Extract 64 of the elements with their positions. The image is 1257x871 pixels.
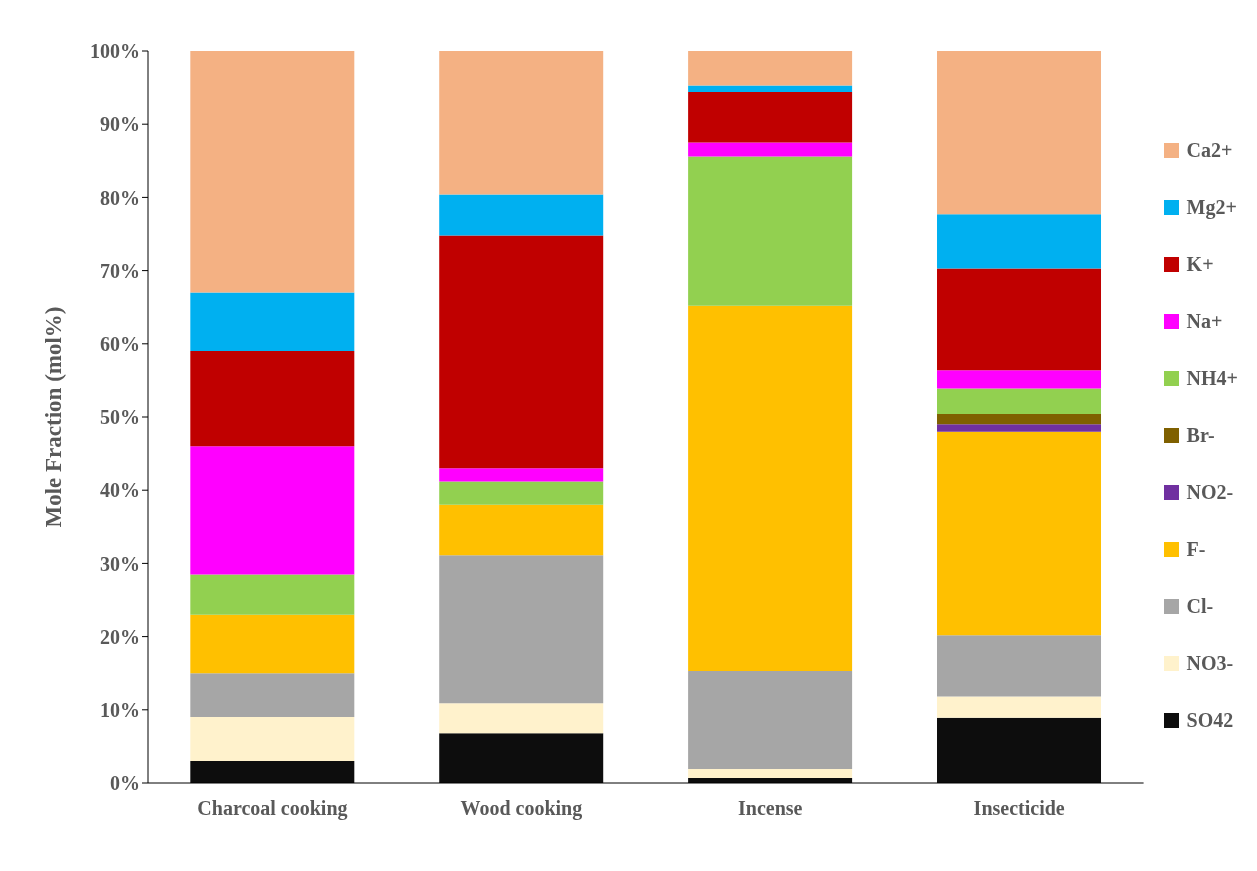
bar [688, 85, 853, 92]
legend-label: NO2- [1186, 481, 1234, 504]
bar [190, 51, 355, 293]
bar [937, 51, 1102, 215]
legend-label: K+ [1186, 253, 1214, 276]
bar [439, 555, 604, 704]
y-tick-label: 90% [100, 113, 140, 136]
bar [439, 468, 604, 482]
bar [937, 388, 1102, 415]
bar [439, 51, 604, 195]
bar [190, 351, 355, 447]
y-tick-label: 50% [100, 406, 140, 429]
bar [688, 769, 853, 778]
bar [439, 504, 604, 556]
legend-label: NO3- [1186, 652, 1234, 675]
y-axis-title: Mole Fraction (mol%) [41, 306, 67, 528]
bar [190, 761, 355, 783]
legend-label: NH4+ [1186, 367, 1238, 390]
x-tick-label: Incense [738, 797, 803, 820]
bar [937, 370, 1102, 389]
y-tick-label: 70% [100, 259, 140, 282]
y-tick-label: 30% [100, 552, 140, 575]
bar [688, 156, 853, 306]
bar [937, 431, 1102, 636]
legend-label: F- [1186, 538, 1206, 561]
y-tick-label: 60% [100, 332, 140, 355]
bar [937, 414, 1102, 425]
bar [688, 51, 853, 86]
bar [937, 424, 1102, 432]
bar [439, 481, 604, 505]
bar [688, 91, 853, 143]
y-tick-label: 40% [100, 479, 140, 502]
legend-label: SO42 [1186, 709, 1234, 732]
legend-label: Ca2+ [1186, 139, 1233, 162]
y-tick-label: 10% [100, 698, 140, 721]
y-tick-label: 0% [110, 772, 140, 795]
bar [937, 268, 1102, 371]
y-tick-label: 100% [90, 40, 140, 63]
x-tick-label: Charcoal cooking [197, 797, 348, 821]
bar [688, 671, 853, 770]
legend-label: Br- [1186, 424, 1215, 447]
y-tick-label: 80% [100, 186, 140, 209]
x-tick-label: Wood cooking [460, 797, 583, 821]
bar [937, 214, 1102, 269]
bar [190, 292, 355, 352]
bar [937, 635, 1102, 697]
bar [190, 574, 355, 615]
y-tick-label: 20% [100, 625, 140, 648]
bar [439, 235, 604, 469]
bar [937, 696, 1102, 718]
bar [937, 717, 1102, 783]
legend-label: Cl- [1186, 595, 1214, 618]
x-tick-label: Insecticide [973, 797, 1065, 820]
bar [439, 733, 604, 783]
bar [190, 673, 355, 718]
bar [190, 446, 355, 575]
bar [190, 717, 355, 762]
legend-label: Na+ [1186, 310, 1223, 333]
legend-label: Mg2+ [1186, 196, 1237, 219]
bar [190, 614, 355, 674]
bar [688, 142, 853, 157]
bar [439, 703, 604, 734]
bar [688, 305, 853, 671]
bar [439, 194, 604, 236]
